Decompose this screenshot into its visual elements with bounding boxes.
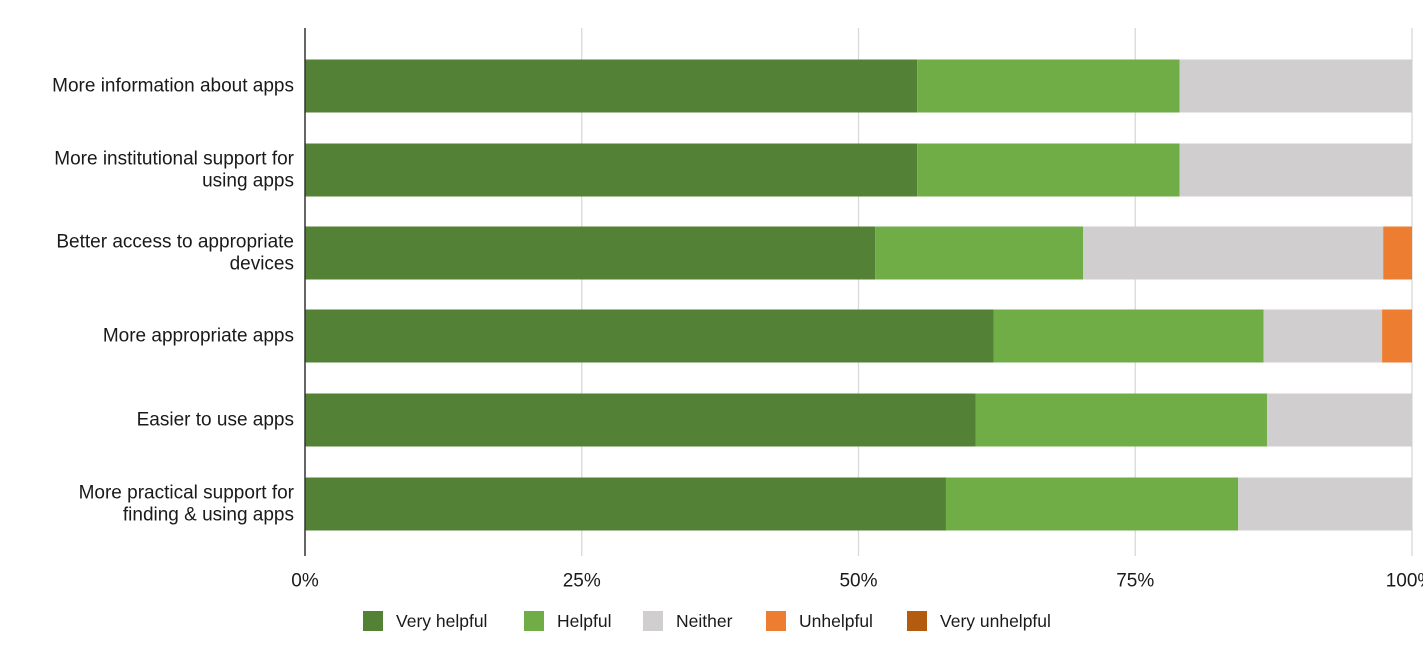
x-tick-label-4: 100% [1386, 571, 1423, 592]
legend-swatch-3 [766, 611, 786, 631]
bar-segment-0-2 [1179, 59, 1412, 113]
bar-segment-3-0 [305, 309, 994, 363]
bar-segment-4-1 [975, 393, 1267, 447]
bar-segment-1-1 [917, 143, 1180, 197]
x-tick-label-2: 50% [839, 571, 877, 592]
legend-label-4: Very unhelpful [940, 611, 1051, 631]
bar-segment-3-1 [993, 309, 1264, 363]
category-label-5-0: More practical support for [79, 483, 295, 504]
bar-segment-3-3 [1382, 309, 1412, 363]
bar-segment-3-2 [1263, 309, 1383, 363]
category-label-1-0: More institutional support for [54, 149, 294, 170]
bar-segment-2-2 [1083, 226, 1384, 280]
category-label-2-1: devices [230, 254, 294, 275]
legend-label-2: Neither [676, 611, 733, 631]
bar-segment-2-0 [305, 226, 876, 280]
legend-swatch-2 [643, 611, 663, 631]
bar-segment-1-0 [305, 143, 918, 197]
bar-segment-4-2 [1266, 393, 1412, 447]
legend-swatch-4 [907, 611, 927, 631]
legend-swatch-1 [524, 611, 544, 631]
bars [305, 59, 1412, 531]
category-label-0-0: More information about apps [52, 76, 294, 97]
x-tick-label-1: 25% [563, 571, 601, 592]
category-label-3-0: More appropriate apps [103, 326, 294, 347]
bar-segment-0-1 [917, 59, 1180, 113]
x-tick-labels: 0% 25% 50% 75% 100% [291, 571, 1423, 592]
bar-segment-5-2 [1238, 477, 1412, 531]
category-labels: More information about apps More institut… [52, 76, 295, 526]
x-tick-label-0: 0% [291, 571, 319, 592]
bar-segment-2-3 [1383, 226, 1412, 280]
gridlines [581, 28, 1413, 556]
legend-label-1: Helpful [557, 611, 611, 631]
category-label-4-0: Easier to use apps [137, 410, 294, 431]
bar-segment-1-2 [1179, 143, 1412, 197]
category-label-5-1: finding & using apps [123, 505, 294, 526]
category-label-1-1: using apps [202, 171, 294, 192]
bar-segment-5-0 [305, 477, 946, 531]
legend: Very helpful Helpful Neither Unhelpful Very … [363, 611, 1051, 631]
legend-label-0: Very helpful [396, 611, 487, 631]
bar-segment-2-1 [875, 226, 1084, 280]
bar-segment-0-0 [305, 59, 918, 113]
legend-swatch-0 [363, 611, 383, 631]
x-tick-label-3: 75% [1116, 571, 1154, 592]
legend-label-3: Unhelpful [799, 611, 873, 631]
category-label-2-0: Better access to appropriate [56, 232, 294, 253]
bar-segment-4-0 [305, 393, 976, 447]
bar-segment-5-1 [945, 477, 1239, 531]
